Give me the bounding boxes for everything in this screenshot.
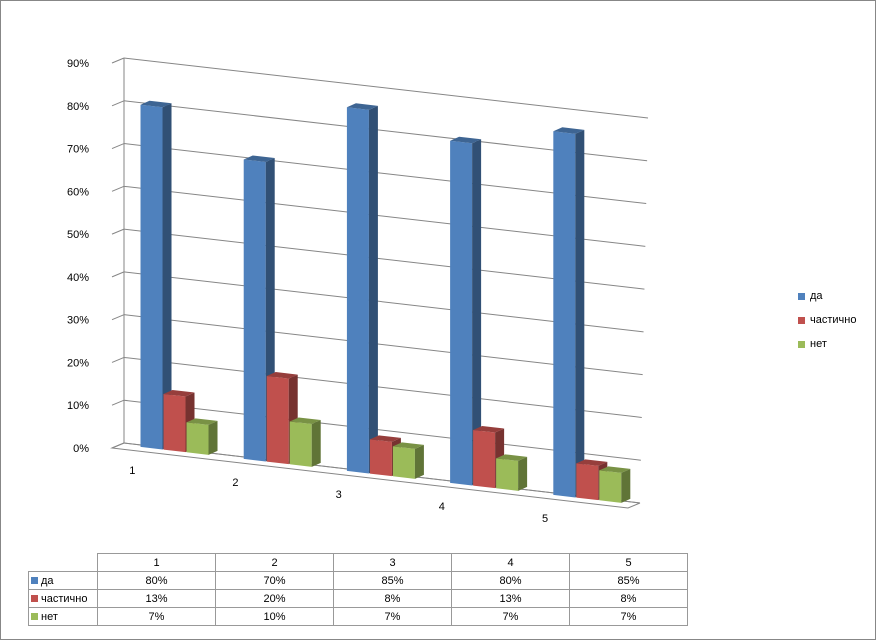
x-tick-label: 3 bbox=[336, 489, 342, 501]
y-tick-mark bbox=[111, 143, 125, 150]
x-tick-label: 4 bbox=[439, 501, 445, 513]
y-axis: 0% 10% 20% 30% 40% 50% 60% 70% 80% 90% bbox=[67, 57, 125, 455]
y-tick-mark bbox=[111, 314, 125, 321]
x-tick-label: 1 bbox=[129, 465, 135, 477]
bar-2-4 bbox=[599, 466, 631, 503]
data-table-header-cell: 3 bbox=[333, 553, 452, 572]
y-tick-label: 80% bbox=[67, 101, 89, 113]
y-tick-label: 0% bbox=[73, 443, 89, 455]
y-tick-mark bbox=[111, 185, 125, 192]
y-tick-mark bbox=[111, 271, 125, 278]
data-table-header-cell: 5 bbox=[569, 553, 688, 572]
gridline bbox=[123, 57, 649, 119]
x-axis: 1 2 3 4 5 bbox=[129, 465, 548, 525]
data-table-row-label-text: нет bbox=[41, 610, 58, 623]
bar-0-3 bbox=[450, 136, 482, 486]
data-table-corner bbox=[28, 553, 98, 572]
data-table-cell: 85% bbox=[333, 571, 452, 590]
legend-swatch-chastichno bbox=[798, 316, 805, 324]
data-table-cell: 13% bbox=[97, 589, 216, 608]
data-table-cell: 85% bbox=[569, 571, 688, 590]
y-tick-mark bbox=[111, 442, 125, 449]
data-table-header-cell: 4 bbox=[451, 553, 570, 572]
data-table-cell: 7% bbox=[97, 607, 216, 626]
legend-label-net: нет bbox=[810, 338, 827, 350]
data-table-swatch bbox=[31, 576, 38, 584]
y-tick-label: 60% bbox=[67, 186, 89, 198]
bar-2-1 bbox=[289, 417, 321, 467]
bar-2-2 bbox=[392, 442, 424, 479]
y-tick-label: 90% bbox=[67, 58, 89, 70]
legend-item-chastichno: частично bbox=[798, 312, 874, 328]
data-table-header: 1 2 3 4 5 bbox=[28, 553, 688, 572]
data-table-row-da: да 80% 70% 85% 80% 85% bbox=[28, 571, 688, 590]
data-table-cell: 8% bbox=[333, 589, 452, 608]
y-tick-label: 70% bbox=[67, 144, 89, 156]
data-table-row-label-text: частично bbox=[41, 592, 88, 605]
data-table-cell: 20% bbox=[215, 589, 334, 608]
data-table: 1 2 3 4 5 да 80% 70% 85% 80% 85% частичн… bbox=[28, 553, 688, 626]
bar-2-0 bbox=[186, 418, 218, 455]
data-table-cell: 7% bbox=[569, 607, 688, 626]
data-table-cell: 13% bbox=[451, 589, 570, 608]
data-table-cell: 7% bbox=[451, 607, 570, 626]
legend-label-da: да bbox=[810, 290, 823, 302]
data-table-cell: 70% bbox=[215, 571, 334, 590]
bars bbox=[140, 100, 631, 503]
data-table-swatch bbox=[31, 612, 38, 620]
y-tick-mark bbox=[111, 100, 125, 107]
y-tick-label: 10% bbox=[67, 400, 89, 412]
legend: да частично нет bbox=[798, 288, 874, 360]
y-tick-mark bbox=[111, 228, 125, 235]
data-table-row-chastichno: частично 13% 20% 8% 13% 8% bbox=[28, 589, 688, 608]
data-table-row-label: частично bbox=[28, 589, 98, 608]
data-table-cell: 8% bbox=[569, 589, 688, 608]
legend-label-chastichno: частично bbox=[810, 314, 857, 326]
data-table-cell: 10% bbox=[215, 607, 334, 626]
data-table-cell: 7% bbox=[333, 607, 452, 626]
y-tick-label: 20% bbox=[67, 357, 89, 369]
legend-swatch-da bbox=[798, 292, 805, 300]
data-table-swatch bbox=[31, 594, 38, 602]
data-table-row-label: нет bbox=[28, 607, 98, 626]
bar-0-0 bbox=[140, 100, 172, 450]
data-table-header-cell: 2 bbox=[215, 553, 334, 572]
data-table-row-label-text: да bbox=[41, 574, 54, 587]
y-tick-label: 30% bbox=[67, 315, 89, 327]
data-table-row-net: нет 7% 10% 7% 7% 7% bbox=[28, 607, 688, 626]
y-tick-label: 50% bbox=[67, 229, 89, 241]
y-tick-mark bbox=[111, 399, 125, 406]
bar-2-3 bbox=[496, 454, 528, 491]
data-table-cell: 80% bbox=[451, 571, 570, 590]
legend-swatch-net bbox=[798, 340, 805, 348]
bar-0-4 bbox=[553, 127, 585, 498]
data-table-header-cell: 1 bbox=[97, 553, 216, 572]
y-tick-mark bbox=[111, 356, 125, 363]
data-table-row-label: да bbox=[28, 571, 98, 590]
data-table-cell: 80% bbox=[97, 571, 216, 590]
legend-item-da: да bbox=[798, 288, 874, 304]
x-tick-label: 2 bbox=[232, 477, 238, 489]
bar-0-2 bbox=[346, 103, 378, 474]
y-tick-mark bbox=[111, 57, 125, 64]
y-tick-label: 40% bbox=[67, 272, 89, 284]
x-tick-label: 5 bbox=[542, 513, 548, 525]
legend-item-net: нет bbox=[798, 336, 874, 352]
